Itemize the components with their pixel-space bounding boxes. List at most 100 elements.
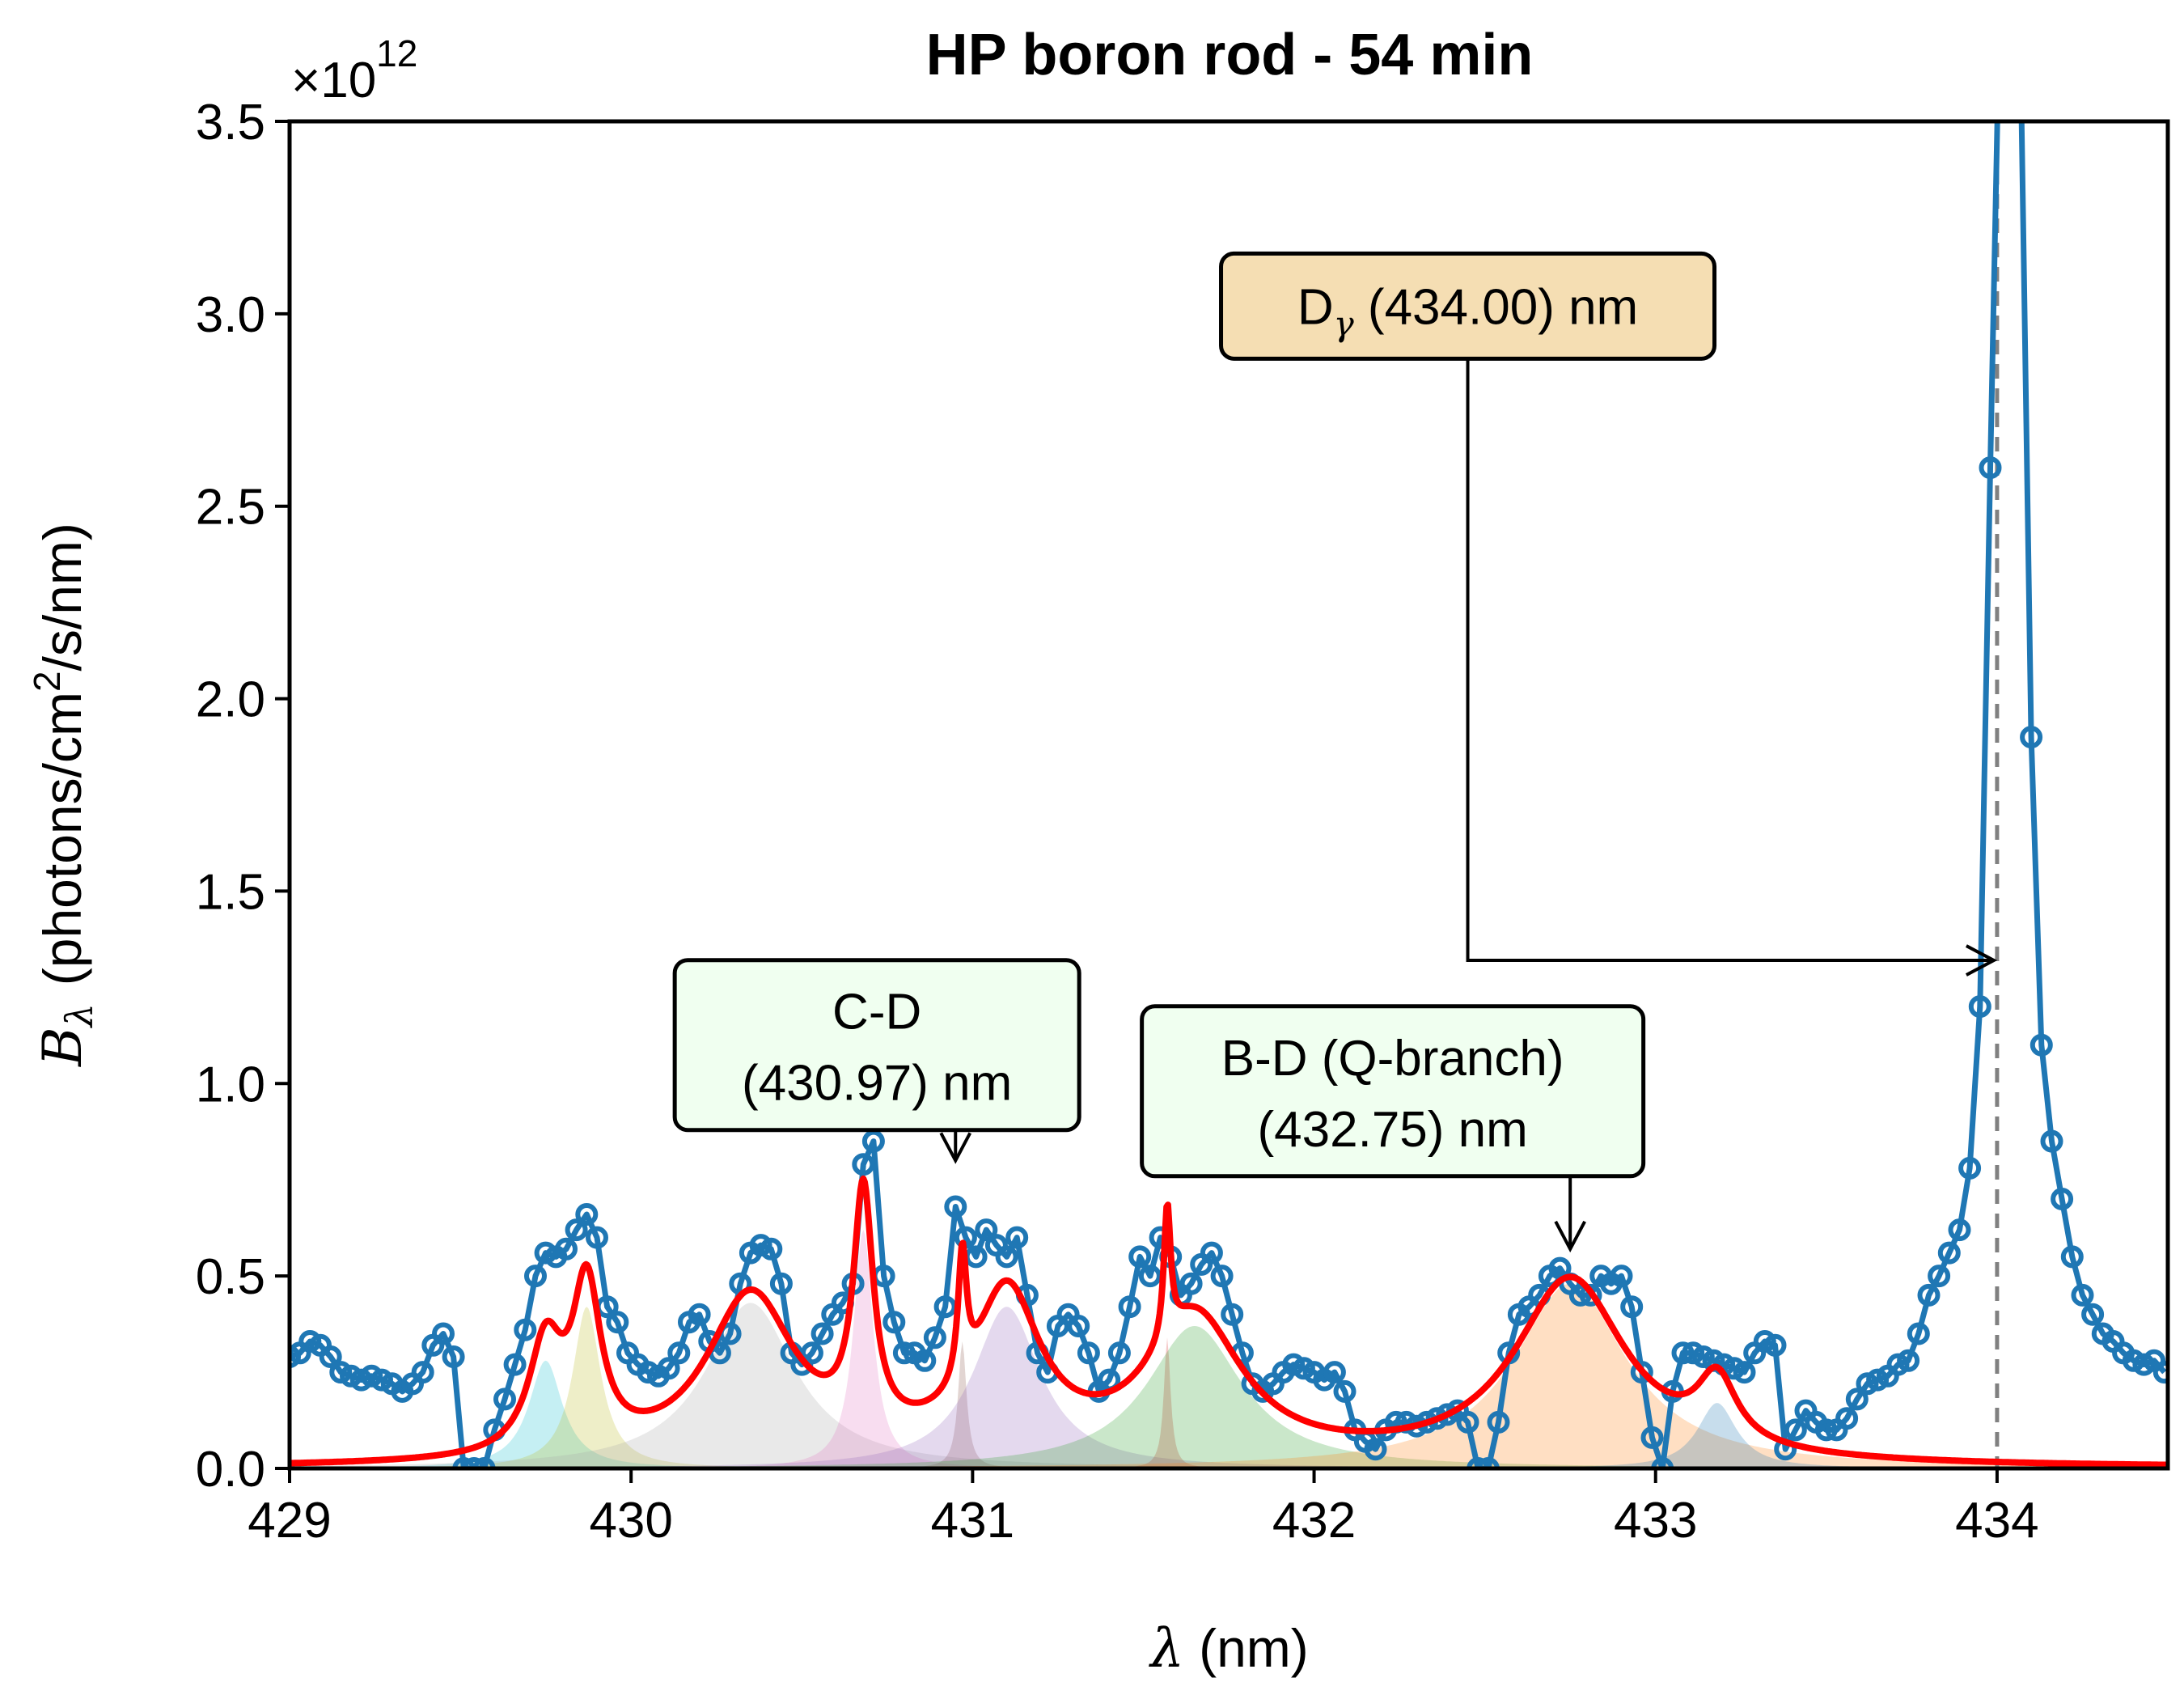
measured-point: [1907, 1322, 1930, 1345]
measured-point: [1333, 1379, 1357, 1403]
measured-point: [1897, 1349, 1920, 1372]
measured-point: [2152, 1361, 2168, 1384]
measured-point: [349, 1368, 373, 1392]
measured-point: [1886, 1353, 1910, 1376]
annotation-dgamma-main: D: [1297, 279, 1334, 335]
measured-point: [1691, 1345, 1715, 1368]
annotation-bd-label: B-D (Q-branch): [1221, 1031, 1564, 1087]
measured-point: [995, 1245, 1018, 1269]
measured-point: [1845, 1388, 1869, 1411]
annotation-arrowhead: [1965, 944, 1998, 977]
measured-point: [1487, 1410, 1510, 1434]
measured-point: [298, 1330, 322, 1353]
measured-point: [1948, 1218, 1971, 1242]
x-axis-text: (nm): [1199, 1618, 1309, 1678]
measured-point: [1395, 1410, 1418, 1434]
measured-point: [913, 1349, 937, 1372]
measured-point: [2040, 1129, 2063, 1153]
measured-point: [2122, 1349, 2145, 1372]
measured-point: [411, 1361, 434, 1384]
measured-point: [1456, 1410, 1479, 1434]
y-axis-ticks: 0.0 0.5 1.0 1.5 2.0 2.5 3.0 3.5: [196, 95, 290, 1498]
measured-point: [1866, 1368, 1890, 1392]
measured-series: [290, 74, 2168, 1468]
annotation-arrowhead: [939, 1132, 972, 1164]
annotation-dgamma-value: (434.00) nm: [1354, 279, 1639, 335]
measured-point: [1640, 1426, 1664, 1449]
measured-point: [1077, 1341, 1100, 1365]
measured-point: [1200, 1241, 1223, 1265]
measured-point: [319, 1345, 342, 1368]
measured-point: [534, 1241, 557, 1265]
measured-point: [575, 1203, 599, 1226]
fit-components: [290, 1230, 2168, 1468]
fit-component-area: [290, 1303, 2168, 1468]
measured-point: [2132, 1353, 2156, 1376]
measured-line: [290, 121, 2167, 1468]
measured-point: [1005, 1226, 1029, 1249]
y-axis-label: Bλ (photons/cm2/s/nm): [26, 523, 101, 1067]
fit-component-area: [290, 1326, 2168, 1468]
chart-title: HP boron rod - 54 min: [926, 23, 1534, 87]
measured-point: [514, 1318, 537, 1341]
y-axis-text-2: /s/nm): [32, 523, 92, 671]
measured-point: [2071, 1283, 2094, 1307]
x-tick-label: 431: [931, 1493, 1014, 1549]
measured-point: [1323, 1361, 1346, 1384]
measured-point: [290, 1345, 301, 1368]
measured-point: [1436, 1403, 1459, 1426]
measured-point: [923, 1326, 946, 1349]
measured-point: [811, 1322, 834, 1345]
measured-point: [1753, 1330, 1776, 1353]
measured-point: [1179, 1272, 1203, 1295]
measured-point: [688, 1303, 711, 1326]
measured-point: [586, 1226, 608, 1249]
measured-point: [1364, 1438, 1387, 1461]
measured-point: [1958, 1156, 1982, 1180]
measured-point: [329, 1361, 353, 1384]
y-axis-subscript: λ: [57, 1003, 101, 1028]
measured-point: [657, 1357, 680, 1380]
measured-point: [442, 1345, 465, 1368]
measured-point: [1630, 1361, 1653, 1384]
measured-point: [1682, 1341, 1705, 1365]
measured-point: [370, 1368, 393, 1392]
y-offset-base: ×10: [291, 53, 376, 108]
measured-point: [749, 1234, 772, 1257]
measured-point: [1467, 1457, 1490, 1468]
annotation-box: [1219, 251, 1717, 361]
measured-point: [606, 1311, 629, 1334]
measured-point: [2013, 74, 2030, 91]
y-tick-label: 2.5: [196, 480, 265, 536]
annotation-connector: [1466, 350, 1994, 963]
x-axis-ticks: 429 430 431 432 433 434: [248, 1468, 2039, 1549]
measured-point: [1835, 1407, 1859, 1430]
measured-point: [360, 1364, 383, 1388]
measured-point: [1221, 1303, 1244, 1326]
measured-point: [1128, 1245, 1152, 1269]
measured-point: [861, 1129, 885, 1153]
y-tick-label: 2.0: [196, 672, 265, 728]
annotations: Dγ (434.00) nm C-D (430.97) nm B-D (Q-branc…: [672, 251, 1998, 1253]
measured-point: [637, 1361, 660, 1384]
x-axis-symbol: λ: [1148, 1617, 1184, 1680]
measured-point: [1722, 1357, 1746, 1380]
measured-point: [493, 1388, 516, 1411]
annotation-cd-label: (430.97) nm: [742, 1056, 1012, 1112]
annotation-cd-label: C-D: [832, 985, 921, 1040]
measured-point: [1210, 1265, 1234, 1288]
x-axis-label: λ (nm): [1148, 1617, 1309, 1680]
y-tick-label: 0.0: [196, 1442, 265, 1498]
x-tick-label: 432: [1272, 1493, 1356, 1549]
x-tick-label: 434: [1955, 1493, 2038, 1549]
plot-frame: [287, 119, 2170, 1471]
y-offset-exponent: 12: [376, 32, 417, 74]
measured-point: [1979, 456, 2002, 480]
x-tick-label: 433: [1614, 1493, 1697, 1549]
y-offset-text: ×1012: [291, 32, 417, 108]
measured-point: [2051, 1188, 2074, 1210]
measured-point: [1476, 1457, 1500, 1468]
measured-point: [1856, 1372, 1879, 1396]
measured-point: [432, 1322, 455, 1345]
